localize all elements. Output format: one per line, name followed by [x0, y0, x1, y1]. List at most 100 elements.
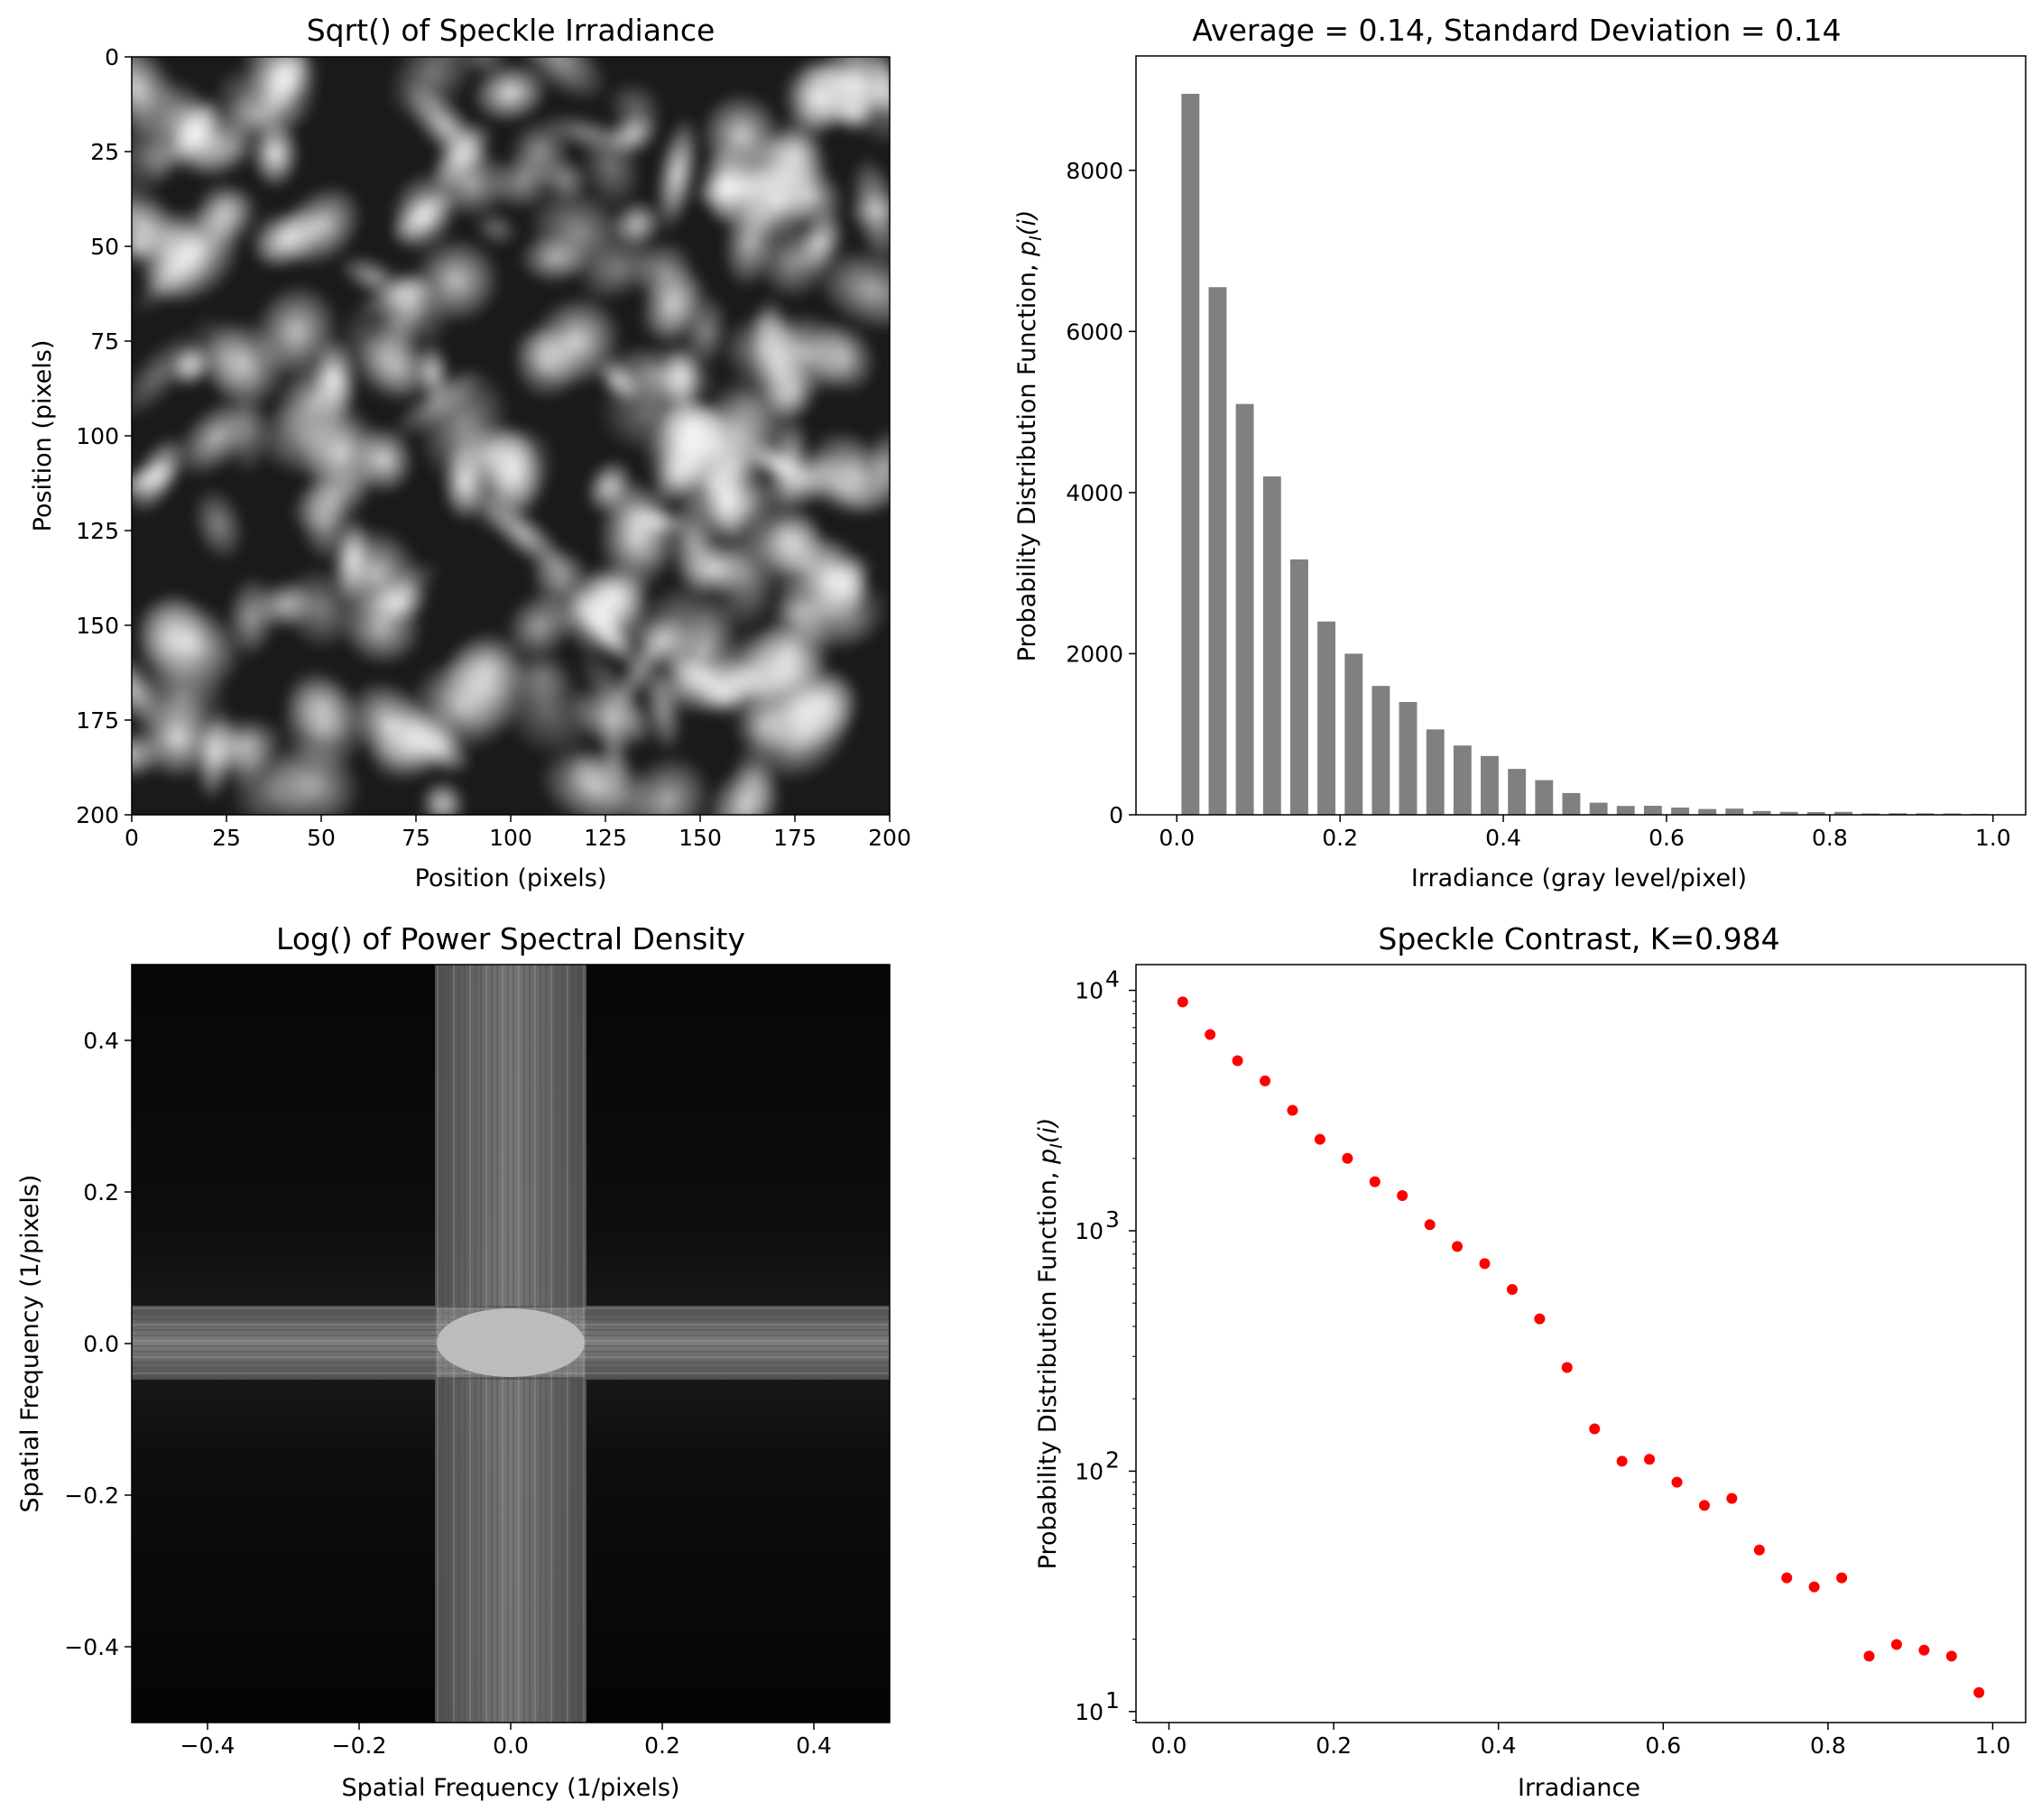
scatter-point [1671, 1476, 1683, 1488]
scatter-frame [1135, 964, 2027, 1723]
histogram-panel: Average = 0.14, Standard Deviation = 0.1… [1013, 13, 2027, 892]
scatter-points [1177, 996, 1985, 1698]
psd-ytick: 0.2 [83, 1179, 119, 1206]
speckle-ytick: 100 [76, 423, 119, 449]
histogram-xtick: 0.0 [1159, 825, 1195, 851]
scatter-point [1314, 1133, 1325, 1145]
histogram-xtick: 0.2 [1322, 825, 1358, 851]
psd-xtick: 0.4 [796, 1732, 832, 1759]
histogram-bar [1698, 808, 1717, 815]
histogram-title: Average = 0.14, Standard Deviation = 0.1… [1192, 13, 1841, 48]
scatter-point [1918, 1644, 1930, 1656]
psd-xtick: −0.4 [180, 1732, 236, 1759]
histogram-bars [1181, 93, 1989, 816]
scatter-point [1808, 1581, 1820, 1593]
scatter-point [1506, 1284, 1518, 1296]
histogram-bar [1535, 780, 1554, 815]
scatter-title: Speckle Contrast, K=0.984 [1378, 921, 1779, 956]
histogram-xtick: 1.0 [1975, 825, 2011, 851]
histogram-bar [1806, 812, 1825, 815]
histogram-bar [1671, 807, 1690, 815]
scatter-point [1589, 1423, 1601, 1435]
psd-xlabel: Spatial Frequency (1/pixels) [342, 1774, 680, 1802]
histogram-bar [1562, 792, 1581, 815]
histogram-bar [1616, 806, 1635, 815]
psd-xtick: −0.2 [332, 1732, 387, 1759]
histogram-bar [1235, 403, 1254, 815]
histogram-bar [1399, 702, 1418, 815]
histogram-x-axis: 0.0 0.2 0.4 0.6 0.8 1.0 [1159, 815, 2011, 851]
scatter-ytick-exponent: 1 [1105, 1687, 1120, 1714]
histogram-bar [1289, 559, 1308, 815]
histogram-bar [1643, 806, 1662, 815]
scatter-point [1342, 1152, 1353, 1164]
scatter-point [1479, 1258, 1491, 1270]
histogram-ytick: 4000 [1066, 480, 1123, 506]
scatter-point [1781, 1572, 1793, 1584]
histogram-bar [1508, 769, 1527, 815]
histogram-bar [1181, 93, 1200, 816]
speckle-ytick: 150 [76, 613, 119, 639]
psd-ytick: −0.2 [64, 1483, 119, 1509]
histogram-bar [1208, 287, 1227, 815]
histogram-bar [1317, 621, 1335, 815]
scatter-point [1452, 1241, 1464, 1252]
scatter-ytick: 10 [1075, 1218, 1104, 1244]
histogram-ytick: 8000 [1066, 158, 1123, 184]
psd-ylabel: Spatial Frequency (1/pixels) [16, 1175, 44, 1513]
histogram-y-axis: 0 2000 4000 6000 8000 [1066, 158, 1136, 828]
scatter-point [1644, 1454, 1656, 1465]
histogram-bar [1262, 476, 1281, 815]
histogram-bar [1589, 802, 1608, 815]
scatter-ytick: 10 [1075, 978, 1104, 1004]
scatter-point [1698, 1500, 1710, 1511]
histogram-bar [1834, 811, 1852, 815]
scatter-point [1260, 1075, 1271, 1086]
speckle-ytick: 175 [76, 707, 119, 734]
histogram-xtick: 0.6 [1648, 825, 1685, 851]
psd-ytick: 0.0 [83, 1331, 119, 1357]
scatter-xtick: 0.0 [1151, 1732, 1187, 1759]
histogram-ytick: 0 [1109, 802, 1123, 828]
speckle-ytick: 125 [76, 518, 119, 544]
speckle-y-axis: 0 25 50 75 100 125 150 175 200 [76, 44, 132, 828]
histogram-xtick: 0.8 [1812, 825, 1848, 851]
speckle-title: Sqrt() of Speckle Irradiance [307, 13, 716, 48]
scatter-point [1836, 1572, 1848, 1584]
histogram-bar [1344, 653, 1363, 815]
histogram-bar [1861, 813, 1880, 815]
scatter-point [1616, 1455, 1628, 1467]
psd-title: Log() of Power Spectral Density [276, 921, 745, 956]
scatter-point [1534, 1313, 1546, 1325]
scatter-panel: Speckle Contrast, K=0.984 0.0 0.2 0.4 0.6 0.… [1034, 921, 2027, 1802]
scatter-point [1753, 1544, 1765, 1556]
histogram-xtick: 0.4 [1485, 825, 1521, 851]
psd-panel: Log() of Power Spectral Density −0.4 −0.2… [16, 921, 891, 1802]
psd-y-axis: 0.4 0.2 0.0 −0.2 −0.4 [64, 1028, 132, 1660]
speckle-xtick: 100 [489, 825, 532, 851]
histogram-bar [1481, 755, 1499, 815]
speckle-ytick: 0 [105, 44, 119, 70]
scatter-ytick-exponent: 3 [1105, 1206, 1120, 1233]
speckle-xtick: 75 [402, 825, 430, 851]
histogram-xlabel: Irradiance (gray level/pixel) [1411, 864, 1747, 892]
histogram-frame [1135, 55, 2027, 816]
scatter-xlabel: Irradiance [1518, 1774, 1640, 1802]
speckle-xtick: 50 [307, 825, 336, 851]
scatter-point [1863, 1650, 1875, 1662]
histogram-bar [1943, 813, 1962, 815]
psd-ytick: 0.4 [83, 1028, 119, 1054]
scatter-xtick: 0.2 [1316, 1732, 1352, 1759]
speckle-image [132, 57, 890, 815]
scatter-ytick-exponent: 4 [1105, 966, 1120, 993]
speckle-ytick: 200 [76, 802, 119, 828]
histogram-bar [1779, 811, 1798, 815]
speckle-ytick: 50 [90, 234, 119, 260]
scatter-point [1424, 1219, 1436, 1231]
scatter-point [1232, 1055, 1243, 1067]
psd-image [132, 965, 890, 1723]
scatter-ytick: 10 [1075, 1458, 1104, 1484]
speckle-xtick: 0 [125, 825, 139, 851]
